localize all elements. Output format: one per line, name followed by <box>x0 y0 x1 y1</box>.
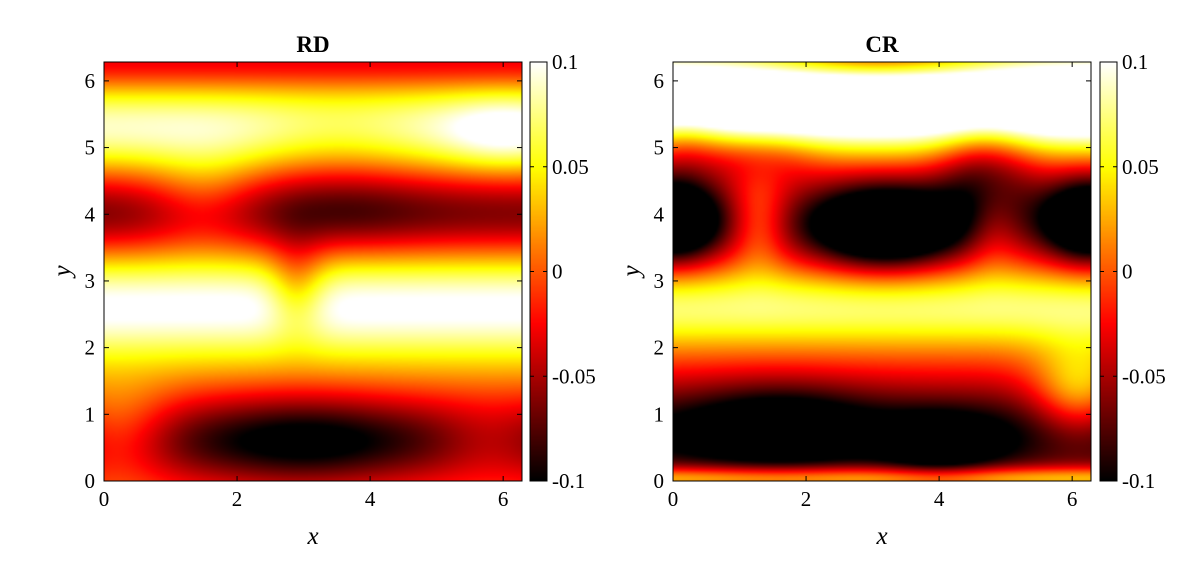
rd-y-tick-label: 5 <box>85 136 96 160</box>
rd-heatmap <box>104 62 522 481</box>
cr-y-tick-label: 5 <box>654 136 665 160</box>
cr-y-tick-label: 2 <box>654 336 665 360</box>
rd-colorbar-tick-label: -0.1 <box>552 469 585 493</box>
cr-x-axis-label: x <box>875 523 887 550</box>
rd-x-axis-label: x <box>306 523 318 550</box>
rd-y-tick-label: 1 <box>85 402 96 426</box>
rd-colorbar-tick-label: 0.05 <box>552 155 589 179</box>
cr-title: CR <box>865 32 899 57</box>
rd-colorbar <box>530 62 547 481</box>
rd-x-tick-label: 6 <box>498 487 509 511</box>
cr-x-ticks: 0 2 4 6 <box>668 62 1078 511</box>
rd-y-tick-label: 6 <box>85 69 96 93</box>
rd-y-tick-label: 4 <box>85 202 96 226</box>
cr-panel: CR 0 2 4 6 0 1 2 3 4 5 6 x y -0.1 -0.05 0 0.05 0.1 <box>618 32 1166 550</box>
rd-y-tick-label: 3 <box>85 269 96 293</box>
cr-y-tick-label: 3 <box>654 269 665 293</box>
rd-x-tick-label: 4 <box>365 487 376 511</box>
cr-colorbar-tick-label: 0.1 <box>1122 50 1148 74</box>
rd-x-ticks: 0 2 4 6 <box>99 62 509 511</box>
rd-title: RD <box>296 32 329 57</box>
cr-colorbar-tick-label: -0.1 <box>1122 469 1155 493</box>
cr-colorbar <box>1100 62 1117 481</box>
rd-panel: RD 0 2 4 6 0 1 2 3 4 5 6 x y -0.1 -0.05 0 0.05 0.1 <box>49 32 596 550</box>
rd-colorbar-tick-label: 0 <box>552 260 563 284</box>
rd-y-tick-label: 2 <box>85 336 96 360</box>
cr-x-tick-label: 6 <box>1067 487 1078 511</box>
rd-colorbar-tick-label: -0.05 <box>552 364 596 388</box>
cr-y-ticks: 0 1 2 3 4 5 6 <box>654 69 1091 493</box>
cr-colorbar-tick-label: 0 <box>1122 260 1133 284</box>
cr-y-tick-label: 1 <box>654 402 665 426</box>
rd-axes-box <box>103 61 523 482</box>
rd-y-tick-label: 0 <box>85 469 96 493</box>
cr-colorbar-tick-label: -0.05 <box>1122 364 1166 388</box>
rd-y-axis-label: y <box>49 265 76 280</box>
rd-y-ticks: 0 1 2 3 4 5 6 <box>85 69 522 493</box>
rd-colorbar-tick-label: 0.1 <box>552 50 578 74</box>
cr-x-tick-label: 0 <box>668 487 679 511</box>
rd-x-tick-label: 2 <box>232 487 243 511</box>
cr-axes-box <box>672 61 1092 482</box>
cr-x-tick-label: 2 <box>801 487 812 511</box>
cr-colorbar-tick-label: 0.05 <box>1122 155 1159 179</box>
cr-y-tick-label: 6 <box>654 69 665 93</box>
cr-y-tick-label: 0 <box>654 469 665 493</box>
cr-heatmap <box>673 62 1091 481</box>
cr-x-tick-label: 4 <box>934 487 945 511</box>
cr-y-tick-label: 4 <box>654 202 665 226</box>
cr-colorbar-ticks: -0.1 -0.05 0 0.05 0.1 <box>1100 50 1166 493</box>
cr-y-axis-label: y <box>618 265 645 280</box>
rd-x-tick-label: 0 <box>99 487 110 511</box>
rd-colorbar-ticks: -0.1 -0.05 0 0.05 0.1 <box>530 50 596 493</box>
